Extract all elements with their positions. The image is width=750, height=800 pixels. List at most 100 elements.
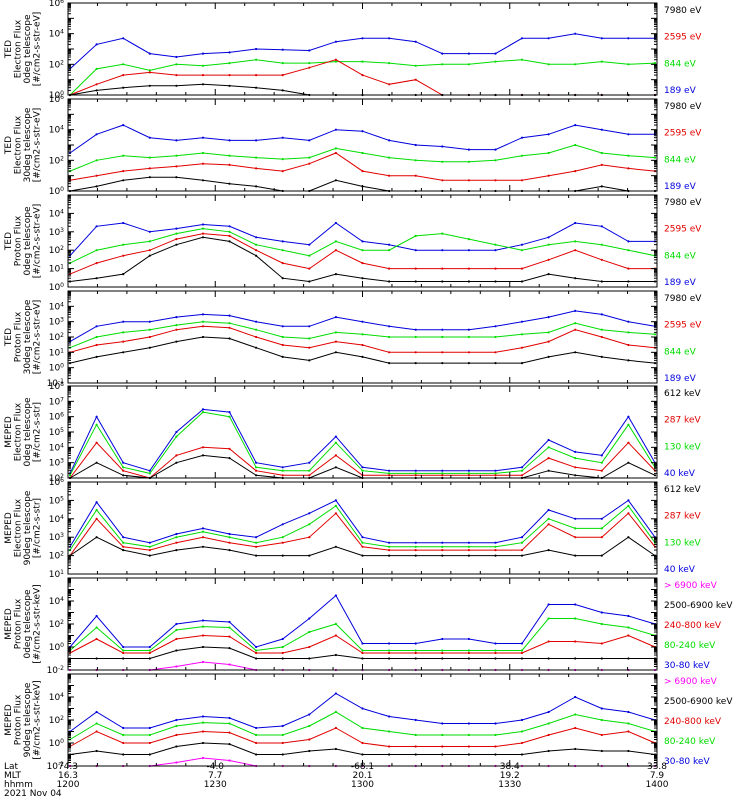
data-point (95, 657, 98, 660)
data-point (627, 730, 630, 733)
data-point (201, 454, 205, 457)
data-point (388, 545, 391, 548)
data-point (308, 749, 311, 753)
panel-3: 100 101 102 103 104 TED Proton Flux 0deg telesc… (4, 194, 702, 293)
data-point (627, 634, 630, 637)
panel-frame (67, 2, 658, 96)
data-point (467, 733, 470, 737)
data-point (574, 249, 577, 252)
data-point (148, 469, 151, 472)
data-point (148, 657, 151, 660)
data-point (281, 753, 284, 756)
data-point (281, 62, 284, 65)
data-point (255, 541, 258, 544)
data-point (255, 461, 258, 464)
y-tick-label: 107 (49, 396, 64, 407)
data-point (494, 745, 497, 748)
data-point (361, 262, 364, 265)
data-point (361, 657, 364, 660)
y-axis-label: TED (4, 136, 14, 155)
data-point (308, 469, 311, 472)
data-point (148, 726, 151, 730)
data-point (574, 124, 577, 127)
data-point (547, 657, 550, 660)
data-point (547, 236, 550, 239)
data-point (494, 545, 497, 548)
data-point (520, 469, 524, 472)
data-point (175, 461, 178, 464)
legend-entry: 7980 eV (664, 198, 702, 208)
data-point (148, 651, 151, 655)
data-point (201, 232, 205, 235)
data-point (388, 649, 391, 652)
data-point (201, 446, 205, 449)
y-tick-label: 102 (49, 245, 64, 256)
data-point (334, 351, 337, 354)
data-point (201, 756, 205, 760)
data-point (201, 179, 205, 182)
data-point (388, 651, 391, 655)
data-point (281, 469, 284, 472)
data-point (122, 170, 125, 173)
data-point (414, 745, 417, 748)
y-tick-label: 102 (49, 551, 64, 562)
data-point (334, 316, 337, 319)
data-point (574, 221, 577, 225)
data-point (600, 707, 603, 710)
data-point (308, 512, 311, 515)
data-point (574, 554, 577, 557)
data-point (95, 325, 98, 328)
data-point (520, 243, 524, 246)
data-point (653, 474, 657, 477)
data-point (95, 637, 98, 641)
data-point (175, 430, 178, 434)
data-point (627, 133, 630, 136)
data-point (414, 174, 417, 177)
series-line-2 (69, 233, 655, 275)
y-tick-label: 102 (49, 155, 64, 166)
data-point (122, 657, 125, 660)
data-point (414, 657, 417, 660)
legend-entry: 7980 eV (664, 294, 702, 304)
data-point (467, 179, 470, 182)
y-axis-label: MEPED (4, 416, 14, 448)
legend-entry: 80-240 keV (664, 641, 716, 651)
legend-entry: 130 keV (664, 538, 701, 548)
data-point (228, 314, 231, 317)
data-point (255, 649, 258, 652)
data-point (281, 277, 284, 280)
data-point (201, 236, 205, 239)
data-point (95, 67, 98, 70)
data-point (175, 628, 178, 632)
data-point (467, 148, 470, 151)
data-point (520, 541, 524, 544)
data-point (388, 83, 391, 86)
data-point (547, 243, 550, 246)
data-point (574, 617, 577, 620)
y-axis-label: Proton Flux (14, 694, 24, 745)
data-point (148, 320, 151, 323)
data-point (361, 707, 364, 710)
data-point (574, 657, 577, 660)
x-row-label-lat: Lat (4, 762, 19, 772)
data-point (441, 160, 444, 163)
legend-entry: 287 keV (664, 416, 701, 426)
data-point (520, 753, 524, 756)
legend-entry: 189 eV (664, 374, 697, 384)
data-point (574, 277, 577, 280)
data-point (361, 536, 364, 539)
data-point (467, 472, 470, 475)
data-point (547, 133, 550, 136)
data-point (334, 441, 337, 444)
data-point (547, 273, 550, 276)
data-point (388, 745, 391, 748)
data-point (467, 52, 470, 55)
data-point (388, 139, 391, 142)
data-point (201, 536, 205, 539)
data-point (494, 280, 497, 283)
data-point (600, 718, 603, 722)
data-point (308, 657, 311, 660)
data-point (281, 170, 284, 173)
data-point (308, 359, 311, 362)
